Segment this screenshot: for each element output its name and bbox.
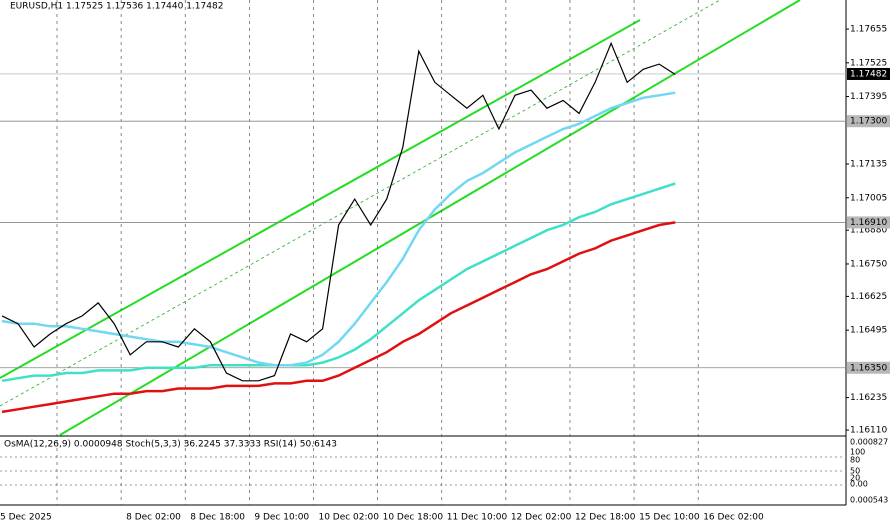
price-line xyxy=(1,91,676,367)
y-tick-label: 1.16880 xyxy=(850,226,887,236)
x-tick-label: 16 Dec 02:00 xyxy=(703,513,764,523)
x-tick-label: 12 Dec 18:00 xyxy=(575,513,636,523)
x-tick-label: 5 Dec 2025 xyxy=(0,513,52,523)
panel-scale-label: 50 xyxy=(850,467,860,476)
chart-header: EURUSD,H1 1.17525 1.17536 1.17440 1.1748… xyxy=(10,2,223,12)
y-tick-label: 1.17395 xyxy=(850,92,887,102)
price-line xyxy=(1,182,676,383)
level-label: 1.16350 xyxy=(850,363,887,373)
level-label: 1.16910 xyxy=(850,218,887,228)
panel-scale-label: 100 xyxy=(850,448,865,457)
y-tick-label: 1.16110 xyxy=(850,426,887,436)
level-label: 1.17300 xyxy=(850,117,887,127)
panel-scale-label: 80 xyxy=(850,456,860,465)
level-label-bg xyxy=(847,361,890,374)
y-tick-label: 1.16495 xyxy=(850,326,887,336)
level-label-bg xyxy=(847,115,890,128)
panel-header: OsMA(12,26,9) 0.0000948 Stoch(5,3,3) 36.… xyxy=(4,440,337,450)
panel-scale-label: 20 xyxy=(850,474,860,483)
level-label-bg xyxy=(847,216,890,229)
channel-upper xyxy=(0,19,641,379)
y-tick-label: 1.17135 xyxy=(850,160,887,170)
x-tick-label: 11 Dec 10:00 xyxy=(447,513,508,523)
x-tick-label: 8 Dec 02:00 xyxy=(126,513,181,523)
y-tick-label: 1.17655 xyxy=(850,25,887,35)
x-tick-label: 10 Dec 18:00 xyxy=(383,513,444,523)
price-line xyxy=(1,221,676,414)
y-tick-label: 1.17525 xyxy=(850,58,887,68)
x-tick-label: 10 Dec 02:00 xyxy=(318,513,379,523)
x-tick-label: 9 Dec 10:00 xyxy=(254,513,309,523)
y-tick-label: 1.17005 xyxy=(850,193,887,203)
current-price-bg xyxy=(847,67,890,80)
y-tick-label: 1.16625 xyxy=(850,292,887,302)
panel-scale-label: 0.000543 xyxy=(850,496,888,505)
plot-bg xyxy=(0,0,846,505)
panel-scale-label: 0.00 xyxy=(850,480,868,489)
x-tick-label: 15 Dec 10:00 xyxy=(639,513,700,523)
y-tick-label: 1.16750 xyxy=(850,259,887,269)
y-tick-label: 1.16235 xyxy=(850,393,887,403)
current-price-label: 1.17482 xyxy=(850,69,887,79)
x-tick-label: 12 Dec 02:00 xyxy=(511,513,572,523)
x-tick-label: 8 Dec 18:00 xyxy=(190,513,245,523)
price-line xyxy=(1,41,676,382)
panel-scale-label: 0.000827 xyxy=(850,438,888,447)
